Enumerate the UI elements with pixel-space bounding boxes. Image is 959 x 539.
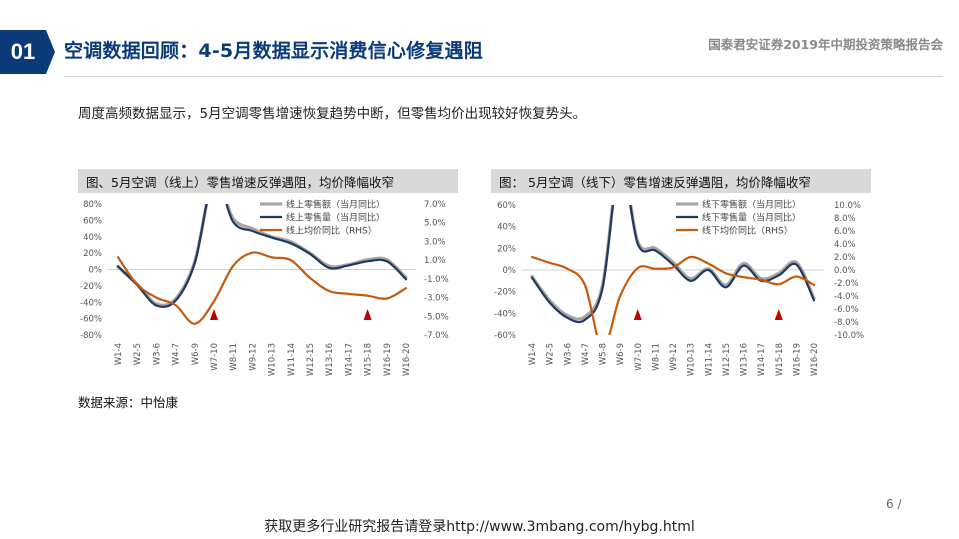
online-right-tick-label: -1.0% [424,275,449,285]
offline-right-tick-label: 4.0% [834,240,856,250]
online-legend-label-0: 线上零售额（当月同比） [286,199,385,211]
chart-title-offline: 图： 5月空调（线下）零售增速反弹遇阻，均价降幅收窄 [491,169,871,193]
offline-x-tick-label: W1-4 [528,343,538,365]
online-x-tick-label: W14-17 [344,343,354,376]
online-x-tick-label: W1-4 [114,343,124,365]
offline-left-tick-label: -60% [494,331,516,341]
offline-left-tick-label: 60% [497,201,516,211]
offline-marker-triangle-0 [633,309,642,320]
offline-x-tick-label: W7-10 [634,343,644,371]
offline-series-line-2 [530,255,816,335]
online-right-tick-label: -3.0% [424,294,449,304]
badge-arrow-icon [46,30,55,74]
offline-x-tick-label: W2-5 [546,343,556,365]
online-right-tick-label: 1.0% [424,256,446,266]
offline-right-tick-label: 10.0% [834,201,861,211]
online-chart: 80% 60% 40% 20% 0% -20% -40% -60% -80% 7.0% 5.0% 3.… [80,199,449,377]
header-divider [64,76,943,77]
online-left-tick-label: -20% [80,282,102,292]
offline-right-tick-label: -4.0% [834,292,859,302]
page-number: 6 / [886,497,902,511]
offline-right-tick-label: -2.0% [834,279,859,289]
offline-right-tick-label: 8.0% [834,214,856,224]
offline-x-tick-label: W8-11 [651,343,661,371]
offline-legend-label-1: 线下零售量（当月同比） [702,212,801,224]
section-number-badge: 01 [0,30,46,74]
offline-x-tick-label: W9-12 [669,343,679,371]
offline-x-tick-label: W12-15 [722,343,732,376]
online-x-tick-label: W12-15 [306,343,316,376]
offline-left-tick-label: 40% [497,223,516,233]
offline-left-tick-label: -40% [494,309,516,319]
offline-right-tick-label: 0.0% [834,266,856,276]
offline-x-tick-label: W13-16 [740,343,750,376]
offline-x-tick-label: W16-19 [792,343,802,376]
offline-x-tick-label: W5-8 [599,343,609,365]
offline-x-tick-label: W15-18 [775,343,785,376]
offline-right-tick-label: -6.0% [834,305,859,315]
online-x-tick-label: W16-20 [402,343,412,376]
online-marker-triangle-1 [363,309,372,320]
data-source: 数据来源：中怡康 [78,395,179,410]
online-left-tick-label: -60% [80,315,102,325]
offline-x-tick-label: W3-6 [563,343,573,365]
offline-x-tick-label: W6-9 [616,343,626,365]
footer-link-text[interactable]: 获取更多行业研究报告请登录http://www.3mbang.com/hybg.… [264,519,695,535]
online-x-tick-label: W16-19 [383,343,393,376]
online-left-tick-label: -80% [80,331,102,341]
offline-legend-label-2: 线下均价同比（RHS） [702,225,793,237]
report-name: 国泰君安证券2019年中期投资策略报告会 [708,37,943,52]
online-x-tick-label: W6-9 [191,343,201,365]
offline-legend-label-0: 线下零售额（当月同比） [702,199,801,211]
online-x-tick-label: W7-10 [210,343,220,371]
online-marker-triangle-0 [210,309,218,320]
offline-x-tick-label: W14-17 [757,343,767,376]
offline-x-tick-label: W11-14 [704,343,714,376]
online-x-tick-label: W9-12 [248,343,258,371]
online-x-tick-label: W10-13 [268,343,278,376]
online-series-line-2 [116,251,408,325]
online-left-tick-label: 20% [83,249,102,259]
offline-x-tick-label: W10-13 [687,343,697,376]
online-left-tick-label: -40% [80,298,102,308]
slide-title: 空调数据回顾：4-5月数据显示消费信心修复遇阻 [64,40,483,62]
online-x-tick-label: W3-6 [152,343,162,365]
offline-right-tick-label: 2.0% [834,253,856,263]
offline-marker-triangle-1 [774,309,783,320]
online-right-tick-label: 7.0% [424,200,446,210]
online-x-tick-label: W13-16 [325,343,335,376]
online-x-tick-label: W2-5 [133,343,143,365]
online-x-tick-label: W8-11 [229,343,239,371]
online-right-tick-label: 3.0% [424,237,446,247]
offline-x-tick-label: W16-20 [810,343,820,376]
online-x-tick-label: W4-7 [172,343,182,365]
online-series-line-1 [116,204,408,309]
online-x-tick-label: W11-14 [287,343,297,376]
chart-title-online: 图、5月空调（线上）零售增速反弹遇阻，均价降幅收窄 [78,169,458,193]
online-x-tick-label: W15-18 [364,343,374,376]
online-right-tick-label: -5.0% [424,312,449,322]
online-right-tick-label: -7.0% [424,331,449,341]
intro-text: 周度高频数据显示，5月空调零售增速恢复趋势中断，但零售均价出现较好恢复势头。 [78,106,587,122]
offline-right-tick-label: -8.0% [834,318,859,328]
online-right-tick-label: 5.0% [424,219,446,229]
offline-right-tick-label: 6.0% [834,227,856,237]
offline-x-tick-label: W4-7 [581,343,591,365]
online-legend-label-2: 线上均价同比（RHS） [286,225,377,237]
online-left-tick-label: 0% [89,266,103,276]
offline-right-tick-label: -10.0% [834,331,864,341]
offline-left-tick-label: -20% [494,288,516,298]
online-left-tick-label: 40% [83,233,102,243]
offline-left-tick-label: 20% [497,244,516,254]
online-legend-label-1: 线上零售量（当月同比） [286,212,385,224]
online-left-tick-label: 60% [83,216,102,226]
offline-series-line-0 [530,205,816,321]
online-left-tick-label: 80% [83,200,102,210]
online-series-line-0 [116,204,408,307]
offline-chart: 60% 40% 20% 0% -20% -40% -60% 10.0% 8.0% 6.0% 4.0%… [494,199,864,377]
offline-left-tick-label: 0% [503,266,517,276]
